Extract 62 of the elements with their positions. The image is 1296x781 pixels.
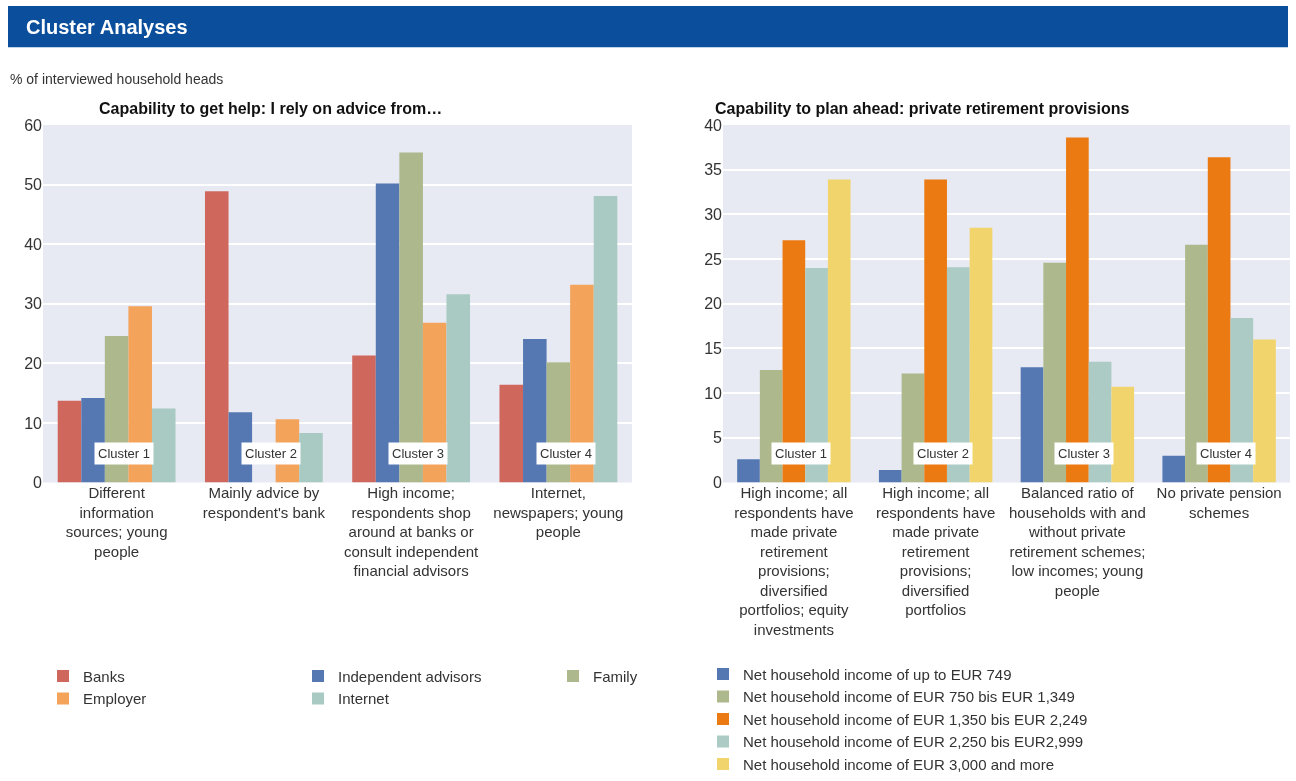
y-tick-label: 0 <box>33 474 43 492</box>
bar <box>737 459 760 483</box>
bar <box>204 191 229 483</box>
y-tick-label: 10 <box>24 414 43 432</box>
y-tick-label: 40 <box>24 235 43 253</box>
bar <box>446 294 471 483</box>
x-tick-label: Internet, newspapers; young people <box>493 484 624 541</box>
bar <box>1162 455 1186 483</box>
legend-label: Employer <box>83 690 147 708</box>
legend-label: Net household income of up to EUR 749 <box>743 665 1012 683</box>
y-tick-label: 5 <box>713 429 723 447</box>
annotation: Cluster 3 <box>392 446 445 461</box>
y-tick-label: 20 <box>704 295 723 313</box>
bar <box>969 227 993 483</box>
x-tick-label: Balanced ratio of households with and without private retirement schemes; low incomes; young people <box>1009 484 1146 599</box>
bar <box>57 400 82 483</box>
bar <box>151 408 176 483</box>
y-tick-label: 60 <box>24 116 43 134</box>
chart-title: Capability to get help: I rely on advice from… <box>99 100 443 117</box>
legend-label: Net household income of EUR 750 bis EUR 1,349 <box>743 688 1075 706</box>
annotation: Cluster 1 <box>775 446 828 461</box>
x-tick-label: Mainly advice by respondent's bank <box>202 484 326 521</box>
annotation: Cluster 2 <box>917 446 970 461</box>
y-tick-label: 15 <box>704 340 723 358</box>
y-tick-label: 30 <box>24 295 43 313</box>
bar <box>299 433 323 483</box>
x-tick-label: Different information sources; young people <box>65 484 168 560</box>
chart-title: Capability to plan ahead: private retirement provisions <box>715 100 1130 117</box>
y-tick-label: 30 <box>704 206 723 224</box>
y-tick-label: 10 <box>704 384 723 402</box>
bar <box>1253 339 1276 483</box>
bar <box>827 179 851 483</box>
y-tick-label: 0 <box>713 474 723 492</box>
bar <box>1020 367 1044 483</box>
y-tick-label: 25 <box>704 250 723 268</box>
bar <box>1111 386 1135 483</box>
legend-label: Net household income of EUR 1,350 bis EUR 2,249 <box>743 710 1088 728</box>
legend-label: Net household income of EUR 3,000 and more <box>743 755 1055 773</box>
bar <box>593 195 618 483</box>
bar <box>352 355 376 483</box>
annotation: Cluster 4 <box>1200 446 1253 461</box>
y-tick-label: 40 <box>704 116 723 134</box>
x-tick-label: No private pension schemes <box>1156 484 1282 521</box>
legend-label: Family <box>593 667 638 685</box>
y-tick-label: 20 <box>24 354 43 372</box>
annotation: Cluster 3 <box>1058 446 1111 461</box>
bar <box>499 384 524 483</box>
y-tick-label: 50 <box>24 176 43 194</box>
y-tick-label: 35 <box>704 161 723 179</box>
bar <box>878 469 902 483</box>
text: % of interviewed household heads <box>10 71 224 87</box>
legend-label: Banks <box>83 667 125 685</box>
legend-label: Net household income of EUR 2,250 bis EUR2,999 <box>743 733 1084 751</box>
annotation: Cluster 1 <box>98 446 151 461</box>
legend-label: Internet <box>338 690 390 708</box>
x-tick-label: High income; all respondents have made private retirement provisions; diversified portfolios <box>876 484 996 619</box>
x-tick-label: High income; respondents shop around at banks or consult independent financial advisors <box>343 484 480 580</box>
legend-label: Independent advisors <box>338 667 482 685</box>
annotation: Cluster 4 <box>540 446 593 461</box>
annotation: Cluster 2 <box>245 446 298 461</box>
x-tick-label: High income; all respondents have made private retirement provisions; diversified portfolios; equity investments <box>734 484 854 638</box>
text: Cluster Analyses <box>26 16 188 38</box>
